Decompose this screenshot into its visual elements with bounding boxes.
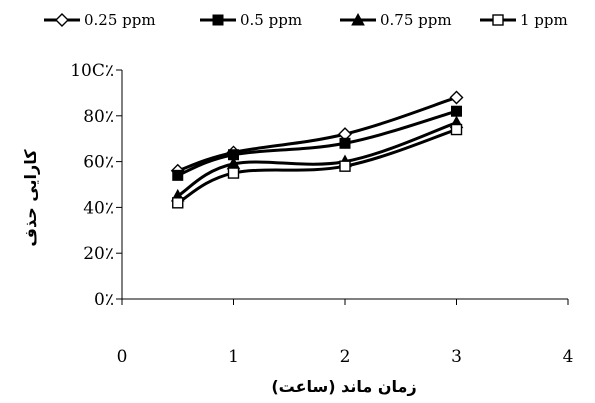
data-point (172, 197, 184, 209)
data-point (451, 105, 462, 117)
data-point (339, 160, 351, 172)
x-tick-label: 0 (117, 347, 128, 367)
data-point (172, 169, 184, 181)
series-line (177, 96, 457, 173)
data-point (449, 90, 464, 105)
y-tick-label: 20٪ (83, 244, 114, 264)
legend-label: 1 ppm (520, 11, 568, 29)
legend-marker (351, 12, 365, 26)
legend-marker (492, 14, 504, 26)
data-point (339, 137, 351, 149)
legend: 0.25 ppm 0.5 ppm 0.75 ppm 1 ppm (44, 11, 568, 29)
legend-label: 0.5 ppm (240, 11, 302, 29)
legend-marker (55, 13, 69, 27)
series-line (177, 109, 457, 177)
x-tick-label: 2 (340, 347, 351, 367)
x-tick-label: 3 (451, 347, 462, 367)
data-point (450, 123, 463, 136)
legend-label: 0.75 ppm (380, 11, 452, 29)
y-axis-title: کارایی حذف (21, 149, 40, 247)
y-tick-label: 80٪ (83, 107, 114, 127)
y-tick-label: 40٪ (83, 198, 114, 218)
y-tick-label: 10C٪ (70, 61, 114, 81)
legend-marker (212, 14, 224, 26)
x-axis-title: زمان ماند (ساعت) (271, 377, 416, 396)
series-line (176, 128, 457, 205)
x-tick-label: 4 (563, 347, 574, 367)
series-line (176, 121, 457, 198)
plot-area: 0٪ 20٪ 40٪ 60٪ 80٪ 10C٪ 0 1 2 3 4 (70, 61, 573, 367)
data-point (227, 167, 240, 179)
legend-label: 0.25 ppm (84, 11, 156, 29)
x-tick-label: 1 (228, 347, 239, 367)
y-tick-label: 60٪ (83, 153, 114, 173)
y-tick-label: 0٪ (94, 290, 114, 310)
